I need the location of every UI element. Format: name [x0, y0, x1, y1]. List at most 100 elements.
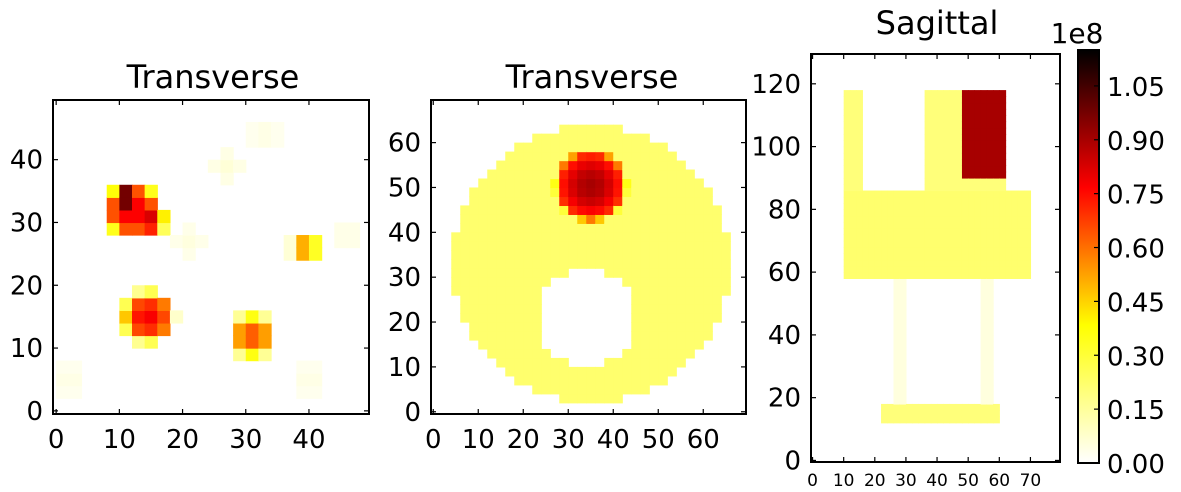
heatmap-cell — [550, 142, 560, 153]
heatmap-cell — [514, 169, 524, 180]
heatmap-cell — [296, 360, 310, 374]
heatmap-cell — [631, 196, 641, 207]
heatmap-cell — [893, 240, 901, 248]
heatmap-cell — [649, 169, 659, 180]
heatmap-cell — [980, 397, 988, 405]
heatmap-cell — [505, 331, 515, 341]
heatmap-cell — [694, 205, 704, 215]
heatmap-cell — [856, 146, 863, 154]
heatmap-cell — [595, 205, 605, 215]
heatmap-cell — [271, 121, 285, 136]
heatmap-cell — [843, 171, 851, 179]
heatmap-cell — [685, 331, 695, 341]
heatmap-cell — [874, 221, 882, 229]
heatmap-cell — [595, 133, 605, 144]
heatmap-cell — [514, 259, 524, 269]
heatmap-cell — [1005, 259, 1013, 267]
heatmap-cell — [721, 286, 731, 296]
heatmap-cell — [955, 259, 963, 267]
heatmap-cell — [1024, 253, 1032, 261]
heatmap-cell — [899, 259, 907, 267]
heatmap-cell — [986, 221, 994, 229]
heatmap-cell — [568, 214, 578, 224]
heatmap-cell — [649, 313, 659, 323]
heatmap-cell — [980, 127, 988, 135]
heatmap-cell — [532, 286, 542, 296]
heatmap-cell — [667, 205, 677, 215]
heatmap-cell — [658, 196, 668, 207]
heatmap-cell — [550, 250, 560, 260]
heatmap-cell — [559, 268, 569, 278]
heatmap-cell — [849, 177, 857, 185]
heatmap-cell — [119, 222, 133, 236]
heatmap-cell — [986, 334, 994, 342]
heatmap-cell — [559, 133, 569, 144]
heatmap-cell — [968, 115, 976, 123]
heatmap-cell — [924, 410, 932, 418]
heatmap-cell — [980, 240, 988, 248]
heatmap-cell — [1005, 272, 1013, 279]
heatmap-cell — [843, 159, 851, 167]
heatmap-cell — [986, 215, 994, 223]
heatmap-cell — [937, 140, 944, 148]
heatmap-cell — [631, 295, 641, 305]
heatmap-cell — [532, 187, 542, 198]
heatmap-cell — [676, 205, 686, 215]
heatmap-cell — [856, 90, 863, 97]
heatmap-cell — [460, 214, 470, 224]
heatmap-cell — [949, 134, 957, 141]
x-tick-label: 40 — [292, 425, 325, 455]
heatmap-cell — [899, 297, 907, 305]
heatmap-cell — [849, 152, 857, 160]
heatmap-cell — [604, 214, 614, 224]
heatmap-cell — [694, 339, 704, 350]
heatmap-cell — [949, 146, 957, 154]
heatmap-cell — [595, 384, 605, 395]
heatmap-cell — [868, 196, 876, 204]
heatmap-cell — [968, 190, 976, 198]
heatmap-cell — [961, 215, 969, 223]
heatmap-cell — [157, 297, 171, 311]
heatmap-cell — [658, 178, 668, 189]
heatmap-cell — [505, 223, 515, 233]
heatmap-cell — [986, 184, 994, 192]
heatmap-cell — [532, 241, 542, 251]
heatmap-cell — [532, 322, 542, 332]
y-tick-label: 50 — [388, 173, 421, 203]
heatmap-cell — [993, 272, 1000, 279]
heatmap-cell — [676, 187, 686, 198]
heatmap-cell — [505, 304, 515, 314]
heatmap-cell — [604, 375, 614, 386]
heatmap-cell — [930, 196, 938, 204]
heatmap-cell — [980, 259, 988, 267]
heatmap-cell — [937, 234, 944, 242]
heatmap-cell — [514, 160, 524, 171]
heatmap-cell — [1017, 265, 1025, 273]
heatmap-cell — [496, 339, 506, 350]
heatmap-cell — [899, 272, 907, 279]
heatmap-cell — [514, 187, 524, 198]
heatmap-cell — [721, 232, 731, 242]
heatmap-cell — [993, 165, 1000, 173]
heatmap-cell — [843, 221, 851, 229]
heatmap-cell — [469, 187, 479, 198]
heatmap-cell — [849, 90, 857, 97]
heatmap-cell — [986, 385, 994, 392]
heatmap-cell — [478, 232, 488, 242]
heatmap-cell — [924, 196, 932, 204]
heatmap-cell — [868, 190, 876, 198]
heatmap-cell — [586, 160, 596, 171]
panel-title: Transverse — [126, 58, 300, 96]
heatmap-cell — [980, 360, 988, 367]
heatmap-cell — [905, 416, 913, 424]
heatmap-cell — [622, 178, 632, 189]
heatmap-cell — [999, 96, 1007, 104]
heatmap-cell — [676, 232, 686, 242]
heatmap-cell — [986, 322, 994, 330]
heatmap-cell — [974, 121, 982, 129]
heatmap-cell — [505, 295, 515, 305]
heatmap-cell — [974, 221, 982, 229]
heatmap-cell — [144, 335, 158, 349]
heatmap-cell — [559, 160, 569, 171]
heatmap-cell — [622, 160, 632, 171]
